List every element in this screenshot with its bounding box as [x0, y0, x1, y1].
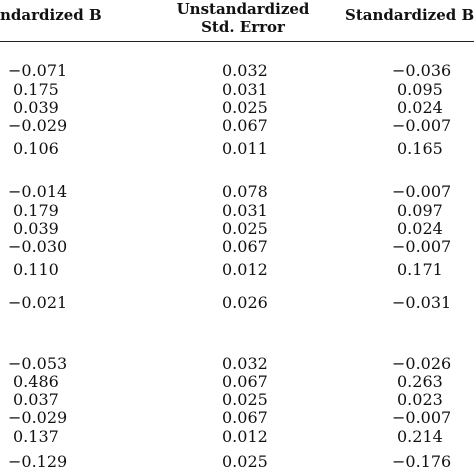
- header-unstandardized-b: ndardized B: [0, 6, 102, 24]
- table-cell: −0.071: [8, 61, 68, 80]
- table-cell: −0.007: [392, 182, 452, 201]
- table-cell: 0.171: [397, 260, 443, 279]
- table-cell: 0.110: [13, 260, 59, 279]
- header-standardized-beta: Standardized Be: [345, 6, 474, 24]
- table-cell: −0.053: [8, 354, 68, 373]
- header-std-error-line2: Std. Error: [201, 18, 285, 36]
- table-cell: 0.026: [222, 293, 268, 312]
- table-cell: 0.032: [222, 354, 268, 373]
- table-cell: 0.097: [397, 201, 443, 220]
- table-cell: 0.179: [13, 201, 59, 220]
- table-cell: 0.175: [13, 80, 59, 99]
- table-cell: 0.037: [13, 390, 59, 409]
- header-rule: [0, 41, 474, 42]
- table-cell: −0.021: [8, 293, 68, 312]
- table-cell: −0.014: [8, 182, 68, 201]
- table-cell: 0.025: [222, 219, 268, 238]
- table-cell: 0.024: [397, 219, 443, 238]
- table-cell: 0.025: [222, 452, 268, 471]
- table-cell: 0.214: [397, 427, 443, 446]
- table-cell: −0.029: [8, 116, 68, 135]
- table-cell: 0.486: [13, 372, 59, 391]
- table-cell: 0.067: [222, 116, 268, 135]
- table-cell: 0.023: [397, 390, 443, 409]
- table-cell: −0.031: [392, 293, 452, 312]
- table-cell: 0.067: [222, 237, 268, 256]
- table-cell: −0.036: [392, 61, 452, 80]
- table-cell: 0.011: [222, 139, 268, 158]
- table-cell: 0.039: [13, 98, 59, 117]
- table-cell: 0.165: [397, 139, 443, 158]
- table-cell: −0.007: [392, 237, 452, 256]
- header-std-error-line1: Unstandardized: [176, 0, 310, 18]
- table-cell: 0.025: [222, 98, 268, 117]
- table-cell: 0.032: [222, 61, 268, 80]
- table-cell: 0.067: [222, 372, 268, 391]
- table-cell: 0.263: [397, 372, 443, 391]
- table-cell: 0.078: [222, 182, 268, 201]
- table-cell: 0.067: [222, 408, 268, 427]
- table-cell: 0.024: [397, 98, 443, 117]
- table-cell: 0.031: [222, 80, 268, 99]
- table-cell: −0.030: [8, 237, 68, 256]
- table-cell: −0.029: [8, 408, 68, 427]
- table-cell: 0.031: [222, 201, 268, 220]
- table-cell: 0.012: [222, 427, 268, 446]
- table-cell: −0.007: [392, 408, 452, 427]
- table-cell: −0.176: [392, 452, 452, 471]
- table-cell: 0.012: [222, 260, 268, 279]
- table-cell: 0.095: [397, 80, 443, 99]
- table-cell: −0.026: [392, 354, 452, 373]
- table-cell: −0.129: [8, 452, 68, 471]
- table-cell: 0.106: [13, 139, 59, 158]
- table-cell: −0.007: [392, 116, 452, 135]
- header-std-error: Unstandardized Std. Error: [176, 0, 310, 36]
- table-cell: 0.137: [13, 427, 59, 446]
- table-cell: 0.025: [222, 390, 268, 409]
- table-cell: 0.039: [13, 219, 59, 238]
